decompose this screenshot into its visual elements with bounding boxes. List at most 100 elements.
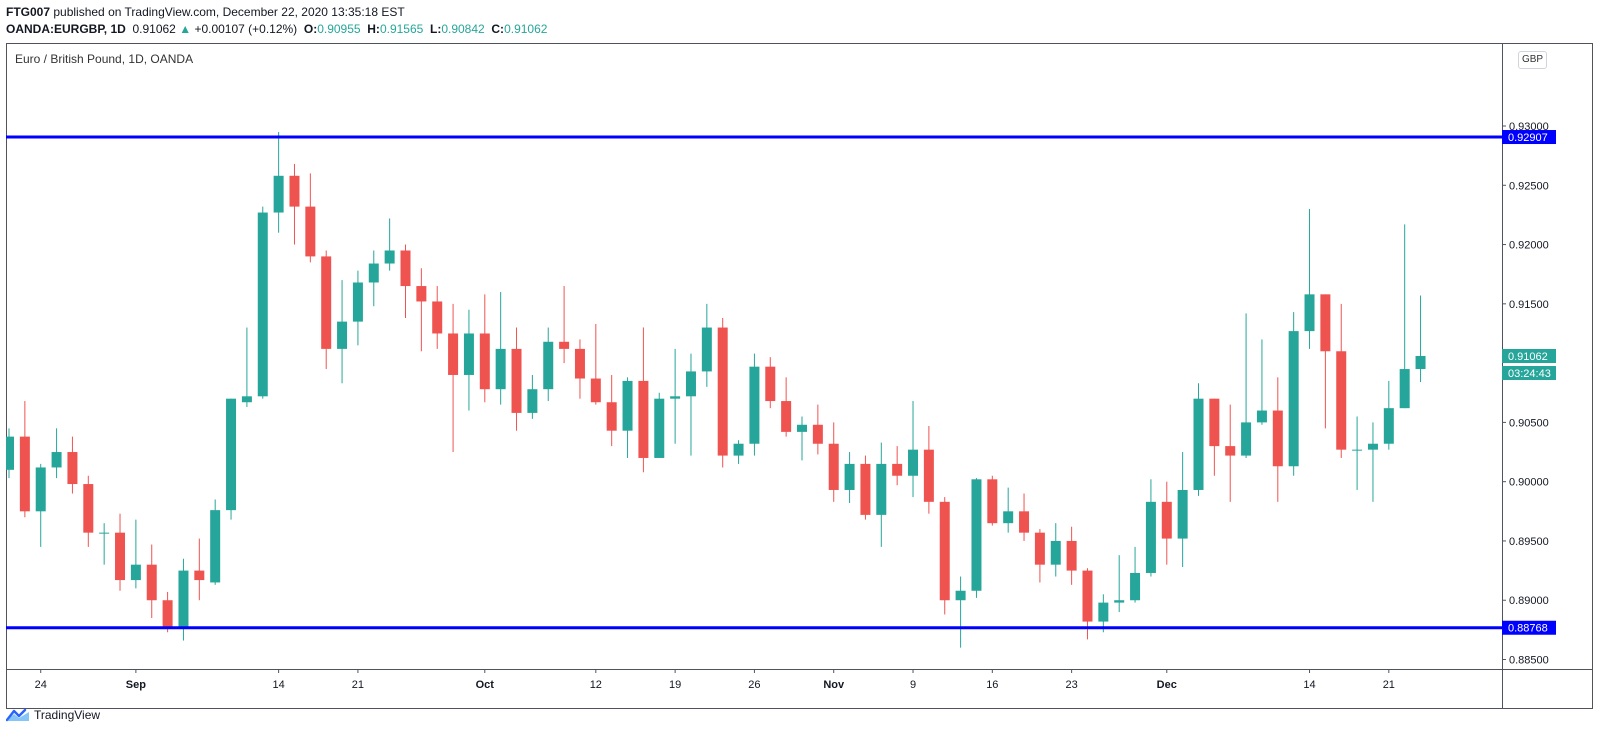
candle	[717, 318, 728, 468]
candle	[1288, 312, 1299, 476]
candle-body	[226, 398, 237, 511]
candle	[701, 303, 712, 387]
candle-body	[1019, 511, 1030, 533]
currency-button[interactable]: GBP	[1518, 51, 1547, 69]
candle-body	[448, 333, 459, 375]
price-tick-label: 0.92500	[1509, 180, 1549, 192]
time-tick-label: 14	[1303, 679, 1315, 691]
level-price-label-text: 0.92907	[1508, 132, 1548, 144]
footer-brand-label: TradingView	[34, 708, 101, 722]
candle-body	[194, 570, 205, 581]
published-text: published on TradingView.com, December 2…	[53, 5, 405, 19]
publish-info: FTG007 published on TradingView.com, Dec…	[6, 5, 405, 20]
close-value: 0.91062	[504, 22, 548, 36]
candle	[749, 353, 760, 456]
symbol-label: OANDA:EURGBP, 1D	[6, 22, 126, 36]
candle	[797, 416, 807, 461]
candle	[384, 218, 395, 271]
price-tick-label: 0.90500	[1509, 417, 1549, 429]
candle-body	[99, 532, 110, 534]
candle-body	[1114, 600, 1125, 603]
candle-body	[1336, 351, 1347, 450]
candle-body	[1383, 408, 1394, 444]
time-tick-label: 21	[1383, 679, 1395, 691]
candle	[670, 348, 681, 444]
candle	[1352, 416, 1363, 490]
candle	[257, 206, 268, 399]
candle	[1320, 294, 1331, 429]
candle-body	[797, 424, 807, 432]
candle	[273, 131, 284, 233]
tradingview-logo-icon	[6, 708, 29, 722]
level-price-label-bg	[1502, 620, 1556, 635]
candle	[559, 286, 570, 364]
candle-body	[83, 484, 94, 533]
candle	[955, 576, 966, 648]
price-tick-label: 0.91500	[1509, 299, 1549, 311]
candle-body	[1367, 443, 1378, 450]
price-change: +0.00107 (+0.12%)	[194, 22, 298, 36]
time-tick-label: 12	[590, 679, 602, 691]
countdown-label-text: 03:24:43	[1508, 368, 1551, 380]
candle	[876, 442, 887, 547]
candle-body	[1225, 446, 1236, 456]
candle-body	[257, 212, 268, 397]
candle	[83, 475, 94, 547]
candle-body	[1209, 398, 1220, 447]
price-tick-label: 0.93000	[1509, 121, 1549, 133]
candlestick-chart[interactable]: 0.88500 0.89000 0.89500 0.90000 0.90500 0.915…	[6, 43, 1593, 709]
candle-body	[828, 443, 839, 490]
candle-body	[384, 250, 395, 264]
price-axis[interactable]: 0.88500 0.89000 0.89500 0.90000 0.90500 0.915…	[1502, 121, 1549, 667]
candle	[226, 398, 237, 520]
last-price-label: 0.91062	[1502, 349, 1556, 363]
low-label: L:	[430, 22, 442, 36]
candle	[305, 173, 316, 263]
candle	[844, 452, 855, 504]
candle-body	[1066, 540, 1077, 571]
candle-body	[781, 401, 792, 432]
candle-body	[559, 341, 570, 349]
candle	[1415, 295, 1426, 383]
candle	[543, 327, 554, 402]
levels-layer	[6, 135, 1502, 630]
candle-body	[606, 402, 617, 431]
footer-brand[interactable]: TradingView	[6, 705, 100, 725]
candle-body	[289, 175, 300, 207]
candle	[194, 538, 205, 601]
candle	[432, 286, 443, 349]
candle-body	[416, 286, 427, 302]
candle	[51, 428, 62, 479]
low-value: 0.90842	[441, 22, 485, 36]
candle-body	[146, 564, 157, 601]
candle-body	[908, 449, 919, 476]
candle	[115, 513, 126, 591]
candle	[1034, 529, 1045, 583]
time-tick-label: Dec	[1157, 679, 1177, 691]
candle	[1336, 303, 1347, 458]
candle	[1225, 404, 1236, 502]
candle	[638, 327, 649, 473]
candle	[733, 440, 744, 464]
candle	[987, 475, 998, 526]
candle-body	[685, 371, 696, 397]
candle-body	[1272, 410, 1283, 467]
candle-body	[6, 436, 14, 470]
candle	[1209, 398, 1220, 476]
candle	[400, 244, 411, 319]
candle	[1256, 339, 1267, 425]
time-tick-label: Sep	[126, 679, 146, 691]
level-price-label-text: 0.88768	[1508, 623, 1548, 635]
candle-body	[987, 479, 998, 524]
time-axis[interactable]: 24 Sep 14 21 Oct 12 19 26 Nov 9 16 23 Dec 14 21	[35, 669, 1395, 691]
candle-body	[51, 452, 62, 468]
candle	[828, 422, 839, 502]
candle-body	[1050, 540, 1061, 565]
time-tick-label: 26	[748, 679, 760, 691]
candle	[1272, 377, 1283, 502]
candle-body	[955, 590, 966, 601]
candle	[765, 357, 776, 409]
candle	[448, 303, 459, 453]
time-tick-label: Oct	[476, 679, 495, 691]
high-value: 0.91565	[379, 22, 424, 36]
